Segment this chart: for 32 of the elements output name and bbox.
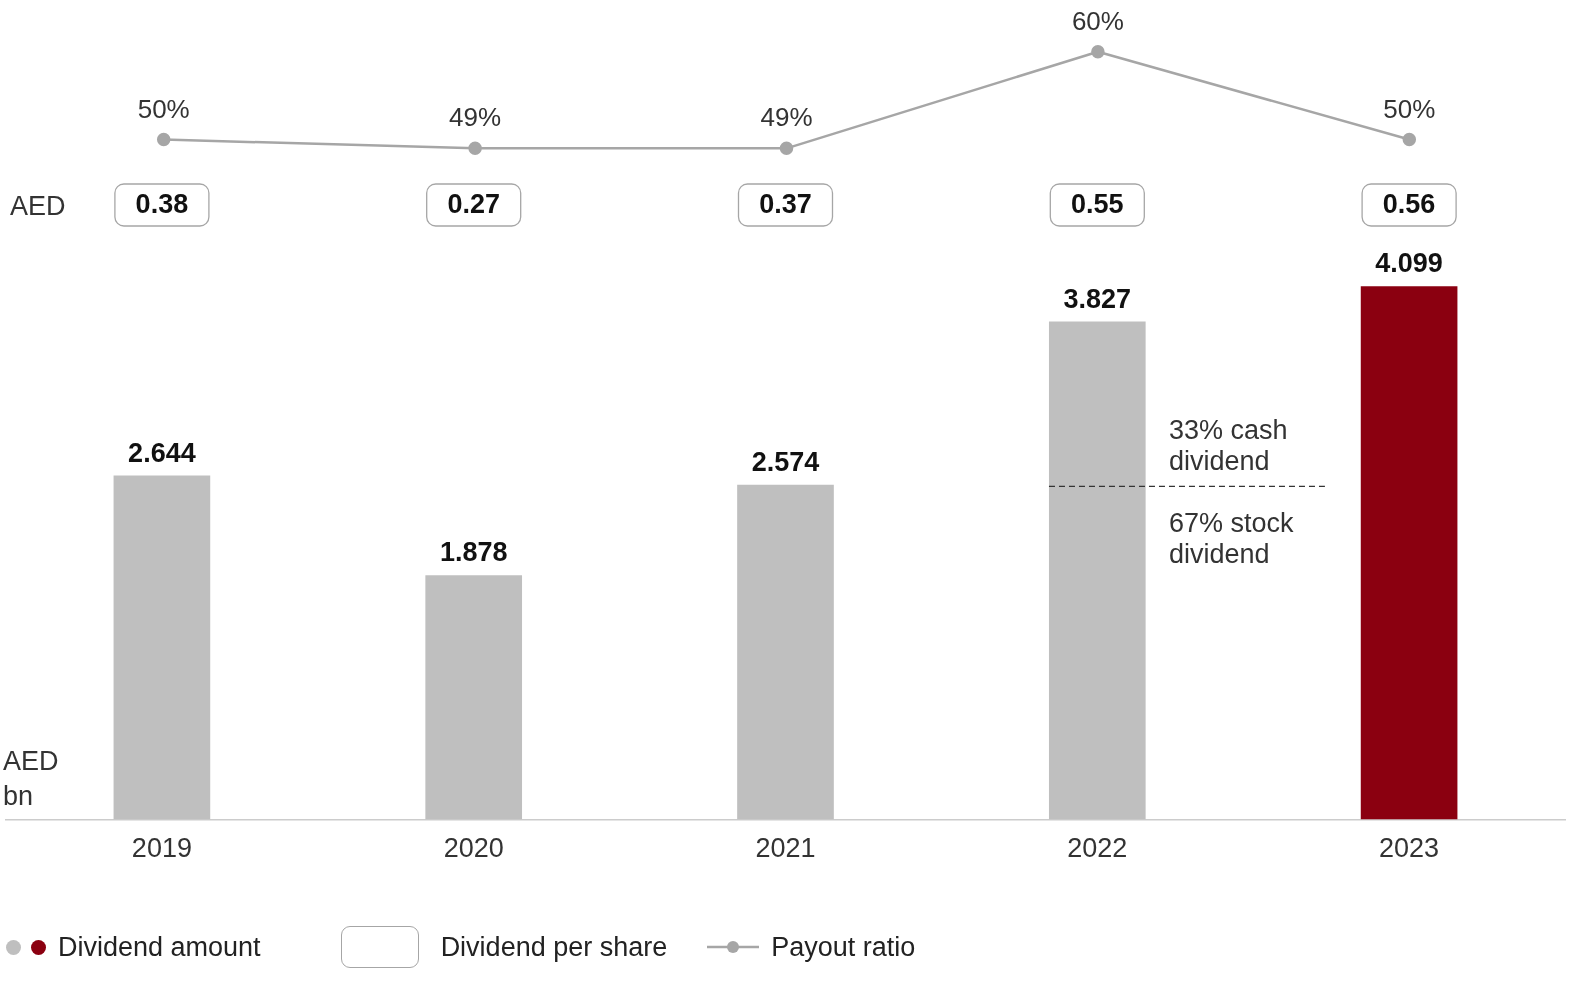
bar [1360,286,1458,820]
data-label: 49% [760,102,813,133]
data-label: 50% [1383,93,1436,124]
data-label: 4.099 [1375,248,1443,279]
x-tick-label: 2020 [443,833,504,864]
legend-label: Dividend per share [440,931,668,963]
data-label: 2.644 [128,437,196,468]
data-label: 50% [137,93,190,124]
bar [425,575,523,820]
data-label: 0.56 [1382,189,1436,220]
data-label: 0.27 [447,189,500,220]
x-tick-label: 2019 [131,833,192,864]
bar [1048,321,1146,820]
data-label: 49% [449,102,502,133]
legend-label: Payout ratio [771,931,916,963]
text: AED [10,191,66,221]
legend-label: Dividend amount [58,931,261,963]
y-axis-title: AED bn [3,745,59,811]
data-label: 60% [1071,5,1124,36]
data-label: 1.878 [439,537,508,568]
data-label: 3.827 [1063,283,1132,314]
data-label: 0.38 [135,189,189,220]
x-tick-label: 2023 [1379,833,1440,864]
data-label: 2.574 [751,446,820,477]
bar [737,484,834,820]
data-label: 0.55 [1071,189,1124,220]
x-tick-label: 2022 [1067,833,1128,864]
annotation: 67% stock dividend [1168,508,1295,570]
data-label: 0.37 [759,189,812,220]
ref-line-label: 33% cash dividend [1168,415,1288,477]
x-tick-label: 2021 [755,833,816,864]
bar [113,475,211,820]
